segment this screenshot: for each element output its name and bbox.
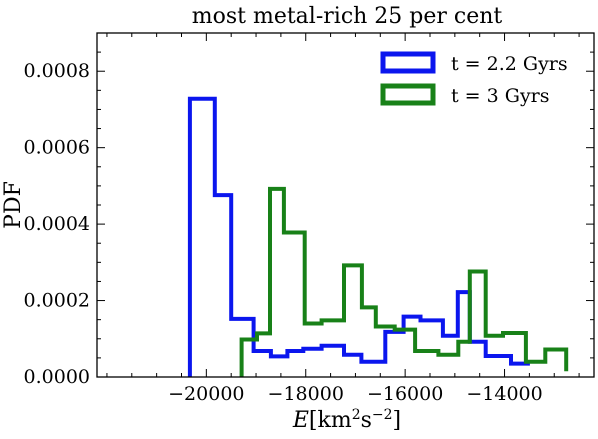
series-1-step-line [239,186,569,377]
chart-title: most metal-rich 25 per cent [192,4,503,29]
x-tick-label: −14000 [466,383,542,405]
y-tick-label: 0.0002 [24,290,90,312]
legend-swatch-1 [380,83,436,106]
legend: t = 2.2 Gyrs t = 3 Gyrs [380,51,568,107]
plot-frame [96,32,595,378]
y-tick-label: 0.0000 [24,366,90,388]
legend-label-0: t = 2.2 Gyrs [451,53,568,75]
x-axis-label-var: E [292,408,309,433]
x-tick-label: −20000 [168,383,244,405]
y-axis-label: PDF [1,181,26,229]
x-axis-label-unit-suffix: ] [393,408,402,433]
x-axis-label-sup2: −2 [372,407,393,423]
y-tick-label: 0.0008 [24,60,90,82]
x-axis-label-sup1: 2 [352,407,361,423]
x-axis-label-unit-mid: s [361,408,372,433]
series-layer [187,96,569,377]
legend-swatch-0 [380,51,436,74]
y-tick-label: 0.0004 [24,213,90,235]
x-tick-label: −16000 [367,383,443,405]
tick-layer: −20000 −18000 −16000 −14000 0.0000 0.0002 0.00… [24,33,594,405]
legend-label-1: t = 3 Gyrs [451,85,550,107]
x-axis-label: E[km2s−2] [292,407,401,433]
x-tick-label: −18000 [268,383,344,405]
x-axis-label-unit-prefix: [km [309,408,352,433]
y-tick-label: 0.0006 [24,137,90,159]
series-0-step-line [187,96,530,377]
